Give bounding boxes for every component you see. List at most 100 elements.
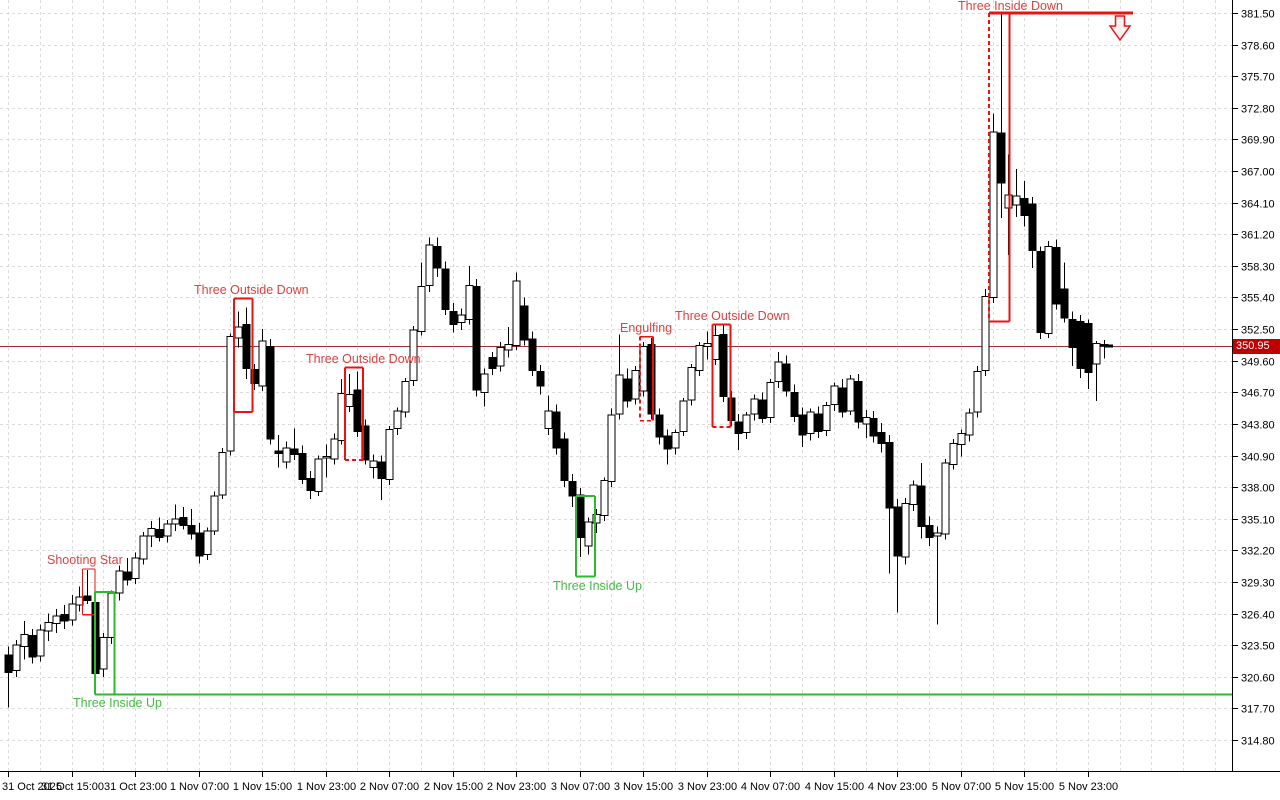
candle-up [544,410,553,429]
price-tick-label: 317.70 [1241,704,1275,716]
patterns-layer [81,11,1232,696]
candle-up [457,314,466,324]
candle-up [203,530,212,556]
candle-down [1076,320,1085,369]
candle-up [163,523,172,537]
candle-up [369,460,378,469]
current-price-badge-bg [1233,339,1280,354]
time-tick-label: 4 Nov 15:00 [805,781,864,793]
price-tick-label: 332.20 [1241,546,1275,558]
candle-down [4,654,13,673]
time-tick-label: 31 Oct 2025 [2,781,62,793]
price-tick-label: 343.80 [1241,420,1275,432]
time-tick-label: 4 Nov 23:00 [868,781,927,793]
price-tick-label: 367.00 [1241,167,1275,179]
candle-up [99,637,108,670]
price-tick-label: 329.30 [1241,578,1275,590]
time-tick-label: 5 Nov 23:00 [1059,781,1118,793]
candle-down [528,338,537,372]
price-tick-label: 349.60 [1241,357,1275,369]
price-tick-label: 378.60 [1241,41,1275,53]
candle-up [68,603,77,621]
candle-up [615,374,624,415]
candle-down [877,432,886,445]
price-tick-label: 326.40 [1241,610,1275,622]
candle-up [846,378,855,412]
candle-down [790,391,799,417]
candle-down [433,245,442,269]
candle-down [838,387,847,413]
candle-down [250,368,259,385]
candle-down [568,481,577,497]
time-tick-label: 3 Nov 07:00 [551,781,610,793]
candle-down [195,532,204,557]
price-tick-label: 364.10 [1241,199,1275,211]
candle-down [179,517,188,526]
candle-up [210,495,219,532]
candle-up [750,398,759,415]
candle-down [520,305,529,341]
candle-up [981,295,990,372]
candle-up [20,633,29,647]
candle-down [353,389,362,433]
candle-up [631,370,640,400]
time-tick-label: 3 Nov 23:00 [678,781,737,793]
price-tick-label: 323.50 [1241,641,1275,653]
candle-down [472,286,481,391]
candle-down [441,268,450,310]
candle-up [425,244,434,286]
candle-up [512,280,521,346]
candle-up [1012,195,1021,206]
price-tick-label: 320.60 [1241,673,1275,685]
candle-down [187,524,196,535]
candle-up [282,447,291,463]
candle-up [417,286,426,332]
candle-down [758,399,767,419]
candle-up [409,329,418,381]
candle-up [774,361,783,382]
price-tick-label: 352.50 [1241,325,1275,337]
time-tick-label: 2 Nov 23:00 [487,781,546,793]
candle-down [925,524,934,538]
candle-down [663,435,672,450]
candle-down [1020,197,1029,217]
candle-up [226,336,235,452]
candle-up [393,410,402,429]
pattern-label-three-inside-down: Three Inside Down [958,0,1063,13]
candle-up [909,484,918,506]
candle-up [131,557,140,580]
candle-down [488,356,497,369]
candle-down [306,477,315,491]
pattern-label-shooting-star: Shooting Star [47,553,123,567]
price-tick-label: 335.10 [1241,515,1275,527]
candle-down [449,311,458,326]
candle-down [655,414,664,438]
time-tick-label: 4 Nov 07:00 [741,781,800,793]
candle-up [901,503,910,558]
candle-up [973,371,982,413]
candle-down [798,414,807,436]
time-tick-label: 5 Nov 07:00 [932,781,991,793]
candle-down [1060,288,1069,319]
candle-down [123,571,132,581]
price-tick-label: 346.70 [1241,388,1275,400]
time-tick-label: 5 Nov 15:00 [995,781,1054,793]
candle-up [830,385,839,405]
price-axis: 381.50 378.60 375.70 372.80 369.90 367.00 364.… [1233,9,1280,748]
candle-up [742,414,751,434]
time-tick-label: 2 Nov 07:00 [360,781,419,793]
price-tick-label: 355.40 [1241,293,1275,305]
candle-up [965,412,974,436]
candle-up [385,428,394,481]
time-tick-label: 2 Nov 15:00 [424,781,483,793]
candle-down [242,324,251,369]
candle-down [719,334,728,398]
candle-down [536,371,545,387]
candle-up [687,366,696,401]
candle-up [36,629,45,657]
candle-up [862,416,871,425]
pattern-label-three-outside-down-3: Three Outside Down [675,309,790,323]
